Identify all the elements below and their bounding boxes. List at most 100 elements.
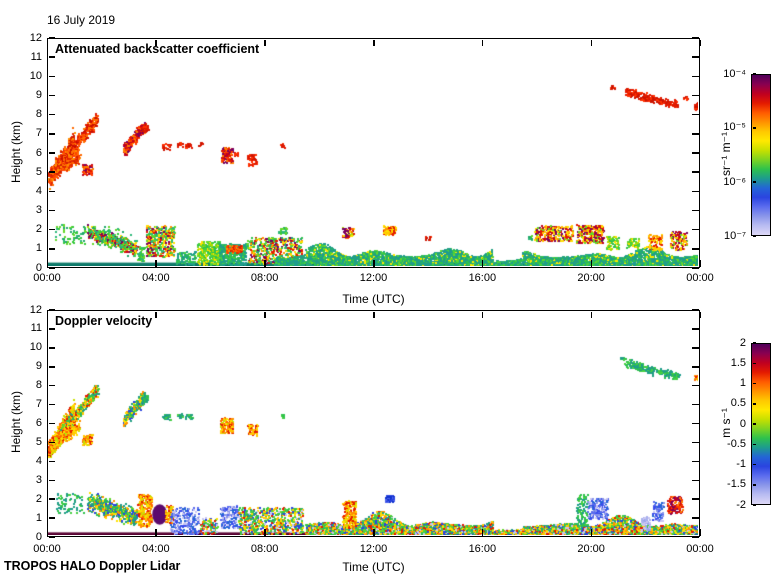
- y-tick-mark: [48, 536, 55, 538]
- y-tick-label: 10: [29, 69, 42, 82]
- x-tick-mark-top: [46, 39, 48, 46]
- x-axis-label-backscatter: Time (UTC): [342, 292, 405, 306]
- x-tick-label: 20:00: [577, 272, 605, 284]
- colorbar-tick-label: -0.5: [727, 437, 746, 450]
- x-tick-mark: [590, 260, 593, 267]
- y-tick-mark: [48, 56, 55, 58]
- x-tick-mark-top: [699, 39, 701, 46]
- y-tick-mark: [48, 441, 55, 444]
- x-tick-mark: [699, 529, 701, 536]
- y-tick-mark-right: [692, 517, 699, 519]
- colorbar-tick-label: 0.5: [730, 397, 746, 410]
- velocity-panel: Doppler velocity: [47, 310, 700, 537]
- y-tick-mark: [48, 479, 55, 481]
- y-tick-mark-right: [692, 536, 699, 538]
- colorbar-tick-mark: [752, 73, 756, 75]
- colorbar-tick-label: 10⁻⁶: [723, 175, 746, 188]
- y-tick-mark-right: [692, 113, 699, 116]
- x-tick-mark-top: [590, 311, 593, 318]
- velocity-colorbar: [751, 343, 771, 505]
- y-tick-mark: [48, 347, 55, 349]
- x-tick-mark-top: [264, 39, 266, 46]
- x-tick-mark: [481, 529, 484, 536]
- y-tick-label: 5: [35, 435, 42, 448]
- y-tick-mark-right: [692, 309, 699, 311]
- y-tick-mark-right: [692, 460, 699, 463]
- colorbar-tick-label: 0: [739, 417, 746, 430]
- y-tick-label: 11: [30, 322, 42, 335]
- y-tick-mark: [48, 190, 55, 193]
- colorbar-tick-mark: [752, 484, 756, 486]
- y-tick-label: 12: [29, 31, 42, 44]
- y-tick-mark-right: [692, 94, 699, 97]
- backscatter-heatmap-canvas: [48, 39, 698, 266]
- y-tick-mark: [48, 228, 55, 231]
- x-tick-mark: [590, 529, 593, 536]
- colorbar-tick-label: 10⁻⁷: [723, 229, 746, 242]
- y-tick-mark: [48, 517, 55, 519]
- colorbar-tick-mark: [752, 463, 756, 466]
- x-tick-mark-top: [590, 39, 593, 46]
- x-tick-mark: [481, 260, 484, 267]
- y-tick-label: 7: [35, 398, 42, 411]
- y-tick-mark: [48, 309, 55, 311]
- y-tick-label: 5: [35, 165, 42, 178]
- y-tick-mark-right: [692, 56, 699, 58]
- x-tick-mark-top: [264, 311, 266, 318]
- x-tick-label: 08:00: [250, 272, 279, 284]
- x-tick-label: 12:00: [359, 272, 388, 284]
- colorbar-tick-mark: [752, 342, 756, 344]
- colorbar-tick-label: 1.5: [730, 356, 746, 369]
- colorbar-tick-mark: [752, 403, 756, 405]
- x-tick-mark-top: [373, 311, 375, 318]
- x-tick-label: 04:00: [142, 543, 170, 555]
- x-tick-mark-top: [481, 311, 484, 318]
- y-tick-mark: [48, 133, 55, 135]
- y-tick-label: 9: [35, 89, 42, 101]
- colorbar-tick-label: -1.5: [727, 478, 746, 491]
- x-tick-label: 00:00: [33, 272, 61, 284]
- y-tick-label: 12: [29, 303, 42, 316]
- backscatter-colorbar-unit: sr⁻¹ m⁻¹: [719, 132, 733, 176]
- y-tick-mark-right: [692, 228, 699, 231]
- y-tick-label: 6: [35, 417, 42, 429]
- backscatter-panel: Attenuated backscatter coefficient: [47, 38, 700, 268]
- y-tick-mark-right: [692, 422, 699, 425]
- x-axis-label-velocity: Time (UTC): [342, 560, 405, 574]
- y-tick-mark-right: [692, 328, 699, 330]
- y-tick-mark: [48, 422, 55, 425]
- y-tick-mark: [48, 248, 55, 250]
- y-tick-mark-right: [692, 152, 699, 154]
- y-tick-label: 0: [35, 530, 42, 543]
- colorbar-tick-label: 2: [739, 336, 746, 349]
- y-tick-mark: [48, 113, 55, 116]
- x-tick-label: 00:00: [33, 543, 61, 555]
- colorbar-tick-mark: [752, 504, 756, 506]
- x-tick-mark: [373, 260, 375, 267]
- x-tick-mark: [264, 260, 266, 267]
- y-tick-mark: [48, 366, 55, 368]
- y-tick-mark-right: [692, 267, 699, 269]
- colorbar-tick-mark: [752, 362, 756, 364]
- x-tick-mark: [699, 260, 701, 267]
- x-tick-mark: [373, 529, 375, 536]
- y-tick-mark: [48, 94, 55, 97]
- y-tick-mark: [48, 37, 55, 39]
- y-tick-label: 8: [35, 379, 42, 392]
- colorbar-tick-mark: [752, 443, 756, 445]
- x-tick-label: 00:00: [686, 272, 714, 284]
- colorbar-tick-mark: [752, 127, 756, 129]
- y-tick-mark-right: [692, 190, 699, 193]
- backscatter-colorbar: [751, 74, 771, 236]
- y-tick-mark: [48, 171, 55, 173]
- y-tick-mark: [48, 498, 55, 500]
- y-tick-label: 4: [35, 184, 42, 197]
- x-tick-label: 12:00: [359, 543, 388, 555]
- y-tick-label: 7: [35, 127, 42, 140]
- colorbar-tick-label: -2: [736, 498, 746, 511]
- y-tick-label: 0: [35, 261, 42, 274]
- y-tick-label: 3: [35, 473, 42, 486]
- figure-date-title: 16 July 2019: [47, 13, 116, 27]
- velocity-heatmap-canvas: [48, 311, 698, 535]
